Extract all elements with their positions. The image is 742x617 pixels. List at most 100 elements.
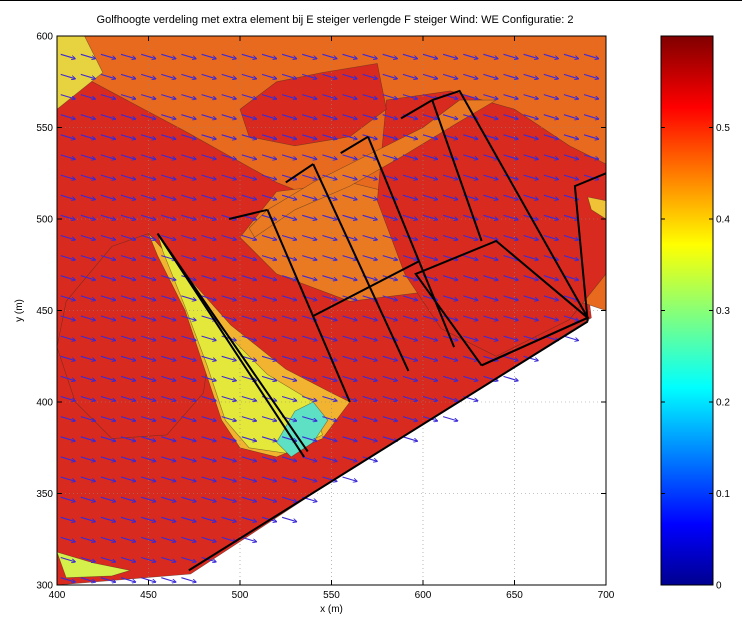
- wind-arrow: [523, 234, 539, 240]
- wind-arrow: [442, 73, 458, 78]
- wind-arrow: [362, 114, 378, 119]
- wind-arrow: [161, 496, 176, 501]
- wind-arrow: [100, 315, 116, 320]
- wind-arrow: [503, 234, 519, 240]
- wind-arrow: [161, 73, 176, 78]
- wind-arrow: [463, 134, 478, 139]
- wind-arrow: [161, 476, 176, 481]
- wind-arrow: [302, 436, 317, 441]
- wind-arrow: [583, 174, 599, 179]
- wind-arrow: [342, 174, 358, 179]
- wind-arrow: [201, 335, 217, 340]
- wind-arrow: [261, 114, 277, 119]
- wind-arrow: [80, 536, 96, 541]
- wind-arrow: [181, 355, 196, 360]
- wind-arrow: [382, 355, 398, 360]
- wind-arrow: [221, 174, 237, 179]
- wind-arrow: [80, 456, 96, 461]
- wind-arrow: [583, 94, 599, 99]
- wind-arrow: [141, 516, 156, 521]
- wind-arrow: [281, 114, 297, 119]
- wind-arrow: [523, 114, 539, 119]
- structure-e-steiger-3: [367, 136, 456, 348]
- wind-arrow: [543, 154, 559, 159]
- wind-arrow: [141, 295, 156, 300]
- wind-arrow: [241, 234, 257, 240]
- wind-arrow: [261, 234, 277, 240]
- wind-arrow: [402, 375, 418, 380]
- wind-arrow: [442, 395, 458, 401]
- wind-arrow: [80, 556, 96, 562]
- y-tick-label: 450: [36, 306, 53, 317]
- wind-arrow: [463, 154, 478, 159]
- wind-arrow: [563, 234, 579, 240]
- wind-arrow: [120, 255, 136, 260]
- wind-arrow: [302, 114, 317, 119]
- wind-arrow: [100, 355, 116, 360]
- wind-arrow: [161, 456, 176, 461]
- wind-arrow: [302, 275, 317, 280]
- wind-arrow: [342, 255, 358, 260]
- colorbar-tick-label: 0.5: [716, 123, 730, 134]
- wind-arrow: [302, 375, 317, 380]
- wind-arrow: [120, 335, 136, 340]
- wind-arrow: [503, 194, 519, 199]
- wind-arrow: [221, 214, 237, 219]
- wind-arrow: [442, 214, 458, 219]
- wind-arrow: [120, 315, 136, 320]
- wind-arrow: [161, 395, 176, 401]
- wind-arrow: [161, 114, 176, 119]
- wind-arrow: [60, 577, 76, 582]
- wind-arrow: [221, 295, 237, 300]
- wind-arrow: [141, 536, 156, 541]
- wind-arrow: [141, 234, 156, 240]
- wind-arrow: [402, 73, 418, 78]
- wind-arrow: [181, 255, 196, 260]
- wind-arrow: [100, 516, 116, 521]
- structure-cap-3: [340, 135, 369, 154]
- wind-arrow: [261, 194, 277, 199]
- wind-arrow: [161, 275, 176, 280]
- wind-arrow: [221, 255, 237, 260]
- wind-arrow: [181, 295, 196, 300]
- colorbar-tick-label: 0: [716, 581, 722, 592]
- wind-arrow: [80, 53, 96, 58]
- wind-arrow: [201, 395, 217, 401]
- colorbar-scale: [660, 35, 714, 586]
- wind-arrow: [60, 174, 76, 179]
- wind-arrow: [422, 335, 438, 340]
- wind-arrow: [442, 154, 458, 159]
- wind-arrow: [342, 114, 358, 119]
- wind-arrow: [543, 94, 559, 99]
- wind-arrow: [100, 416, 116, 421]
- wind-arrow: [463, 275, 478, 280]
- colorbar-tick-label: 0.2: [716, 398, 730, 409]
- wind-arrow: [503, 134, 519, 139]
- wind-arrow: [503, 73, 519, 78]
- wind-arrow: [342, 275, 358, 280]
- wind-arrow: [342, 456, 358, 461]
- wind-arrow: [583, 114, 599, 119]
- wind-arrow: [201, 295, 217, 300]
- wind-arrow: [503, 275, 519, 280]
- wind-arrow: [181, 94, 196, 99]
- wind-arrow: [523, 94, 539, 99]
- wind-arrow: [382, 53, 398, 58]
- wind-arrow: [463, 174, 478, 179]
- wind-arrow: [161, 577, 176, 582]
- structure-cap-4: [400, 99, 433, 120]
- wind-arrow: [161, 174, 176, 179]
- wind-arrow: [80, 73, 96, 78]
- wind-arrow: [322, 194, 337, 199]
- wind-arrow: [80, 335, 96, 340]
- wind-arrow: [322, 214, 337, 219]
- wind-arrow: [342, 476, 358, 481]
- wind-arrow: [281, 255, 297, 260]
- wind-arrow: [422, 395, 438, 401]
- structure-e-steiger-2: [312, 163, 410, 372]
- wind-arrow: [141, 395, 156, 401]
- contour-region-5: [239, 63, 387, 147]
- wind-arrow: [181, 335, 196, 340]
- colorbar: 0 0.1 0.2 0.3 0.4 0.5: [660, 35, 730, 592]
- wind-arrow: [201, 516, 217, 521]
